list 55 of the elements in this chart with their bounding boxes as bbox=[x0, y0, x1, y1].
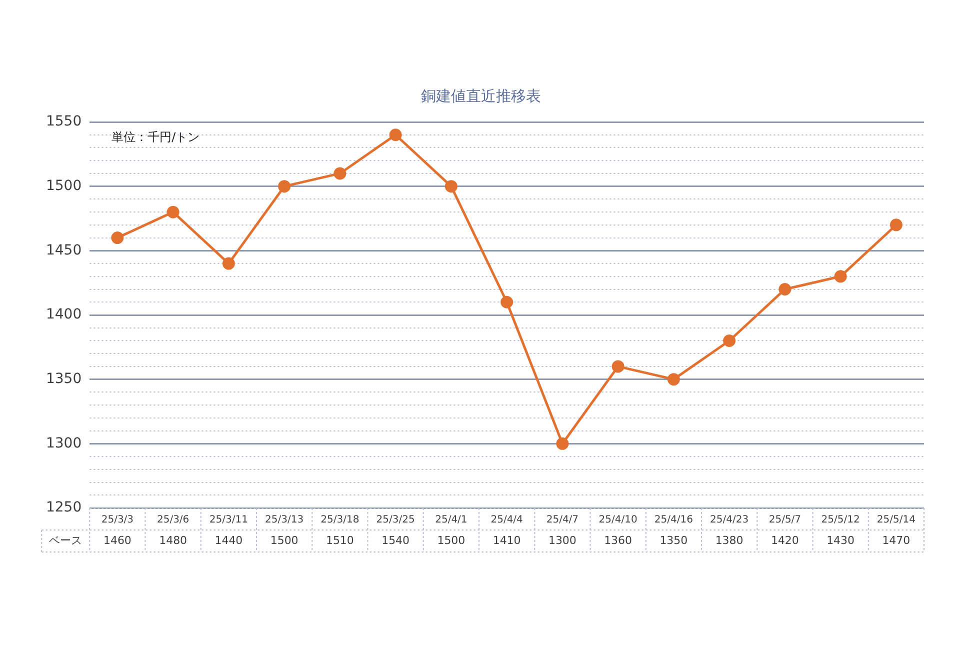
data-label: 1540 bbox=[382, 534, 410, 547]
data-label: 1470 bbox=[882, 534, 910, 547]
data-label: 1410 bbox=[492, 534, 521, 547]
data-label: 1430 bbox=[826, 534, 855, 547]
text: ベース bbox=[49, 534, 82, 547]
point bbox=[612, 360, 624, 373]
y-tick-label: 1350 bbox=[46, 370, 82, 387]
y-tick-label: 1450 bbox=[46, 242, 82, 258]
data-label: 1350 bbox=[660, 534, 688, 547]
y-tick-label: 1500 bbox=[46, 178, 82, 194]
data-label: 1300 bbox=[548, 534, 576, 547]
y-tick-label: 1300 bbox=[46, 435, 82, 452]
data-label: 1500 bbox=[270, 534, 298, 547]
data-label: 1420 bbox=[770, 534, 799, 547]
data-label: 1510 bbox=[326, 534, 354, 547]
x-tick-label: 25/3/3 bbox=[101, 514, 134, 526]
x-tick-label: 25/4/10 bbox=[598, 514, 638, 526]
data-label: 1500 bbox=[437, 534, 466, 547]
point bbox=[834, 270, 847, 283]
point bbox=[556, 437, 569, 450]
data-label: 1480 bbox=[159, 534, 188, 547]
y-tick-label: 1400 bbox=[46, 306, 82, 323]
x-tick-label: 25/3/25 bbox=[376, 514, 415, 526]
point bbox=[389, 128, 402, 142]
annotation: 単位：千円/トン bbox=[112, 130, 200, 144]
y-tick-label: 1250 bbox=[46, 500, 82, 516]
y-tick-label: 1550 bbox=[46, 114, 82, 130]
x-tick-label: 25/5/14 bbox=[876, 514, 916, 526]
point bbox=[111, 232, 124, 244]
point bbox=[723, 334, 736, 347]
x-tick-label: 25/5/12 bbox=[821, 514, 860, 526]
x-tick-label: 25/4/7 bbox=[546, 514, 579, 526]
point bbox=[778, 283, 792, 296]
point bbox=[444, 180, 458, 193]
point bbox=[500, 296, 514, 308]
point bbox=[166, 206, 180, 218]
point bbox=[667, 373, 680, 386]
x-tick-label: 25/4/23 bbox=[710, 514, 749, 526]
data-label: 1460 bbox=[103, 534, 132, 547]
x-tick-label: 25/4/4 bbox=[490, 514, 523, 526]
data-label: 1440 bbox=[214, 534, 243, 547]
x-tick-label: 25/3/13 bbox=[265, 514, 304, 526]
x-tick-label: 25/4/1 bbox=[435, 514, 468, 526]
x-tick-label: 25/4/16 bbox=[654, 514, 693, 526]
data-label: 1360 bbox=[604, 534, 632, 547]
chart-title: 銅建値直近推移表 bbox=[421, 86, 541, 105]
x-tick-label: 25/5/7 bbox=[768, 514, 802, 526]
point bbox=[222, 257, 235, 270]
point bbox=[334, 167, 346, 180]
x-tick-label: 25/3/18 bbox=[320, 514, 360, 526]
point bbox=[890, 218, 902, 232]
x-tick-label: 25/3/11 bbox=[209, 514, 248, 526]
x-tick-label: 25/3/6 bbox=[156, 514, 190, 526]
point bbox=[278, 180, 291, 193]
data-label: 1380 bbox=[715, 534, 744, 547]
